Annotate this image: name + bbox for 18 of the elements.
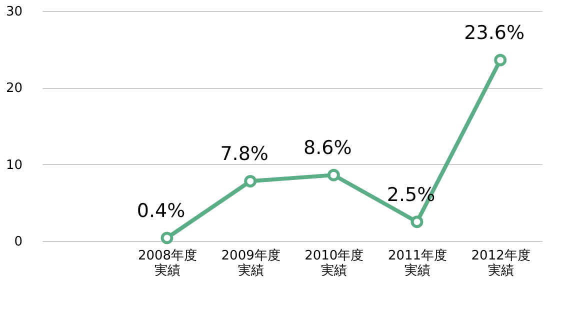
x-tick-label: 2011年度実績 [388, 248, 448, 278]
y-tick-label: 0 [14, 234, 22, 250]
x-tick-label: 2008年度実績 [138, 248, 198, 278]
point [244, 174, 257, 188]
data-label: 23.6% [464, 22, 525, 44]
point [410, 216, 424, 228]
point [494, 54, 507, 66]
point [327, 168, 340, 182]
x-tick-label: 2010年度実績 [304, 248, 364, 278]
data-label: 8.6% [304, 137, 352, 160]
data-label: 0.4% [136, 200, 186, 222]
y-tick-label: 10 [6, 158, 22, 173]
point [160, 232, 174, 244]
x-tick-label: 2009年度実績 [221, 248, 280, 278]
data-label: 7.8% [220, 143, 268, 166]
x-tick-label: 2012年度実績 [471, 248, 530, 278]
y-tick-label: 30 [6, 4, 22, 20]
y-tick-label: 20 [6, 81, 22, 96]
